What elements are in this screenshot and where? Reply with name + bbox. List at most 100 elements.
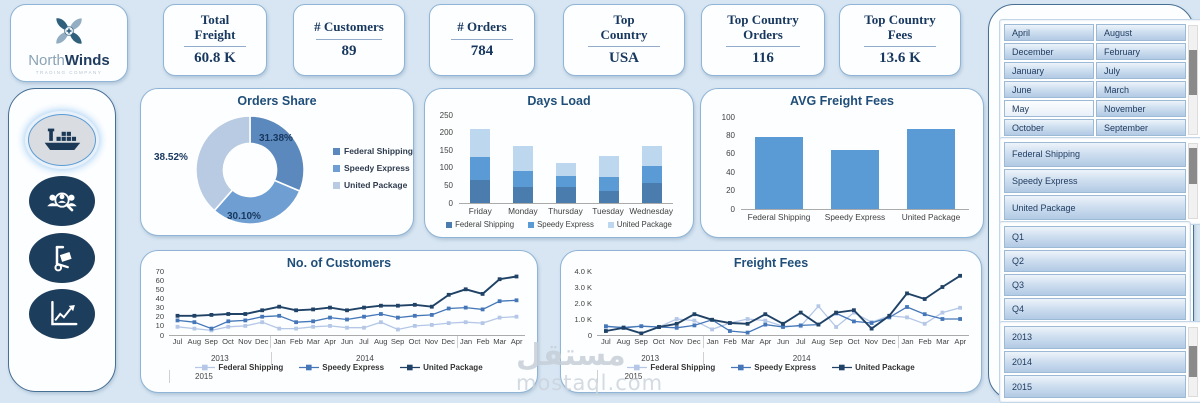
slicer-item-june[interactable]: June xyxy=(1004,81,1094,98)
scrollbar-thumb[interactable] xyxy=(1189,49,1197,96)
data-point-federal-shipping[interactable] xyxy=(905,315,909,320)
nav-item-trends[interactable] xyxy=(29,289,95,339)
data-point-speedy-express[interactable] xyxy=(277,313,282,318)
data-point-federal-shipping[interactable] xyxy=(362,325,366,330)
data-point-speedy-express[interactable] xyxy=(328,315,332,320)
data-point-speedy-express[interactable] xyxy=(175,318,180,323)
data-point-united-package[interactable] xyxy=(226,312,231,316)
data-point-federal-shipping[interactable] xyxy=(514,314,519,319)
bar-united-package[interactable] xyxy=(598,155,619,177)
scrollbar-thumb[interactable] xyxy=(1189,148,1197,184)
data-point-federal-shipping[interactable] xyxy=(311,324,315,329)
data-point-speedy-express[interactable] xyxy=(480,307,485,312)
nav-item-customers[interactable] xyxy=(29,176,95,226)
data-point-united-package[interactable] xyxy=(294,308,298,313)
data-point-united-package[interactable] xyxy=(311,307,315,312)
data-point-federal-shipping[interactable] xyxy=(480,321,485,325)
data-point-speedy-express[interactable] xyxy=(781,325,785,329)
data-point-united-package[interactable] xyxy=(869,326,874,331)
data-point-united-package[interactable] xyxy=(834,310,838,315)
bar-speedy-express[interactable] xyxy=(555,175,576,188)
data-point-united-package[interactable] xyxy=(692,312,697,317)
data-point-speedy-express[interactable] xyxy=(463,305,468,310)
data-point-united-package[interactable] xyxy=(905,291,909,296)
data-point-united-package[interactable] xyxy=(887,313,892,318)
bar-federal-shipping[interactable] xyxy=(641,182,662,203)
slicer-item-q1[interactable]: Q1 xyxy=(1004,226,1186,248)
slicer-item-2014[interactable]: 2014 xyxy=(1004,350,1186,374)
data-point-federal-shipping[interactable] xyxy=(446,321,451,325)
data-point-speedy-express[interactable] xyxy=(429,313,434,317)
slicer-item-united-package[interactable]: United Package xyxy=(1004,195,1186,220)
data-point-united-package[interactable] xyxy=(345,308,349,313)
data-point-speedy-express[interactable] xyxy=(604,324,608,329)
data-point-united-package[interactable] xyxy=(728,321,732,325)
bar-speedy-express[interactable] xyxy=(598,176,619,191)
data-point-federal-shipping[interactable] xyxy=(745,317,750,321)
bar-avg-freight-fees[interactable] xyxy=(831,150,879,209)
data-point-united-package[interactable] xyxy=(657,325,661,329)
data-point-united-package[interactable] xyxy=(745,321,750,326)
data-point-united-package[interactable] xyxy=(497,277,502,282)
data-point-speedy-express[interactable] xyxy=(446,306,451,311)
data-point-united-package[interactable] xyxy=(763,312,768,317)
data-point-speedy-express[interactable] xyxy=(362,314,366,319)
donut-slice-united-package[interactable] xyxy=(195,115,251,212)
slicer-item-october[interactable]: October xyxy=(1004,119,1094,136)
donut-slice-speedy-express[interactable] xyxy=(213,179,301,225)
data-point-speedy-express[interactable] xyxy=(345,317,349,322)
data-point-federal-shipping[interactable] xyxy=(243,324,248,328)
data-point-federal-shipping[interactable] xyxy=(940,310,945,315)
bar-speedy-express[interactable] xyxy=(641,165,662,183)
nav-item-orders[interactable] xyxy=(29,233,95,283)
slicer-item-november[interactable]: November xyxy=(1096,100,1186,117)
scrollbar[interactable] xyxy=(1188,25,1198,135)
data-point-united-package[interactable] xyxy=(852,308,856,313)
data-point-federal-shipping[interactable] xyxy=(226,324,231,329)
data-point-federal-shipping[interactable] xyxy=(175,324,180,329)
slicer-item-august[interactable]: August xyxy=(1096,24,1186,41)
slicer-item-q2[interactable]: Q2 xyxy=(1004,250,1186,272)
data-point-federal-shipping[interactable] xyxy=(922,321,927,326)
data-point-united-package[interactable] xyxy=(639,331,644,336)
data-point-federal-shipping[interactable] xyxy=(692,318,697,323)
slicer-item-march[interactable]: March xyxy=(1096,81,1186,98)
data-point-united-package[interactable] xyxy=(463,287,468,292)
data-point-united-package[interactable] xyxy=(328,305,332,310)
bar-speedy-express[interactable] xyxy=(470,156,491,181)
data-point-speedy-express[interactable] xyxy=(396,315,400,320)
data-point-speedy-express[interactable] xyxy=(728,329,732,333)
data-point-speedy-express[interactable] xyxy=(745,330,750,335)
data-point-united-package[interactable] xyxy=(816,322,821,327)
scrollbar[interactable] xyxy=(1188,143,1198,219)
data-point-united-package[interactable] xyxy=(604,329,608,333)
slicer-item-july[interactable]: July xyxy=(1096,62,1186,79)
data-point-speedy-express[interactable] xyxy=(692,323,697,328)
data-point-united-package[interactable] xyxy=(621,325,626,330)
data-point-united-package[interactable] xyxy=(674,321,679,326)
data-point-federal-shipping[interactable] xyxy=(463,320,468,325)
data-point-speedy-express[interactable] xyxy=(192,320,197,325)
data-point-united-package[interactable] xyxy=(446,292,451,297)
data-point-federal-shipping[interactable] xyxy=(834,325,838,329)
data-point-speedy-express[interactable] xyxy=(852,319,856,324)
data-point-speedy-express[interactable] xyxy=(311,319,315,324)
data-point-federal-shipping[interactable] xyxy=(294,326,298,331)
data-point-federal-shipping[interactable] xyxy=(852,310,856,315)
data-point-speedy-express[interactable] xyxy=(763,322,768,327)
bar-united-package[interactable] xyxy=(555,163,576,176)
data-point-united-package[interactable] xyxy=(429,304,434,309)
data-point-speedy-express[interactable] xyxy=(940,317,945,321)
slicer-item-federal-shipping[interactable]: Federal Shipping xyxy=(1004,142,1186,167)
slicer-item-september[interactable]: September xyxy=(1096,119,1186,136)
data-point-speedy-express[interactable] xyxy=(294,320,298,325)
bar-avg-freight-fees[interactable] xyxy=(907,128,955,209)
bar-united-package[interactable] xyxy=(641,146,662,166)
slicer-item-january[interactable]: January xyxy=(1004,62,1094,79)
data-point-speedy-express[interactable] xyxy=(639,324,644,329)
data-point-federal-shipping[interactable] xyxy=(260,320,265,325)
data-point-federal-shipping[interactable] xyxy=(412,324,417,328)
slicer-item-speedy-express[interactable]: Speedy Express xyxy=(1004,168,1186,194)
data-point-united-package[interactable] xyxy=(243,312,248,316)
data-point-united-package[interactable] xyxy=(412,302,417,307)
